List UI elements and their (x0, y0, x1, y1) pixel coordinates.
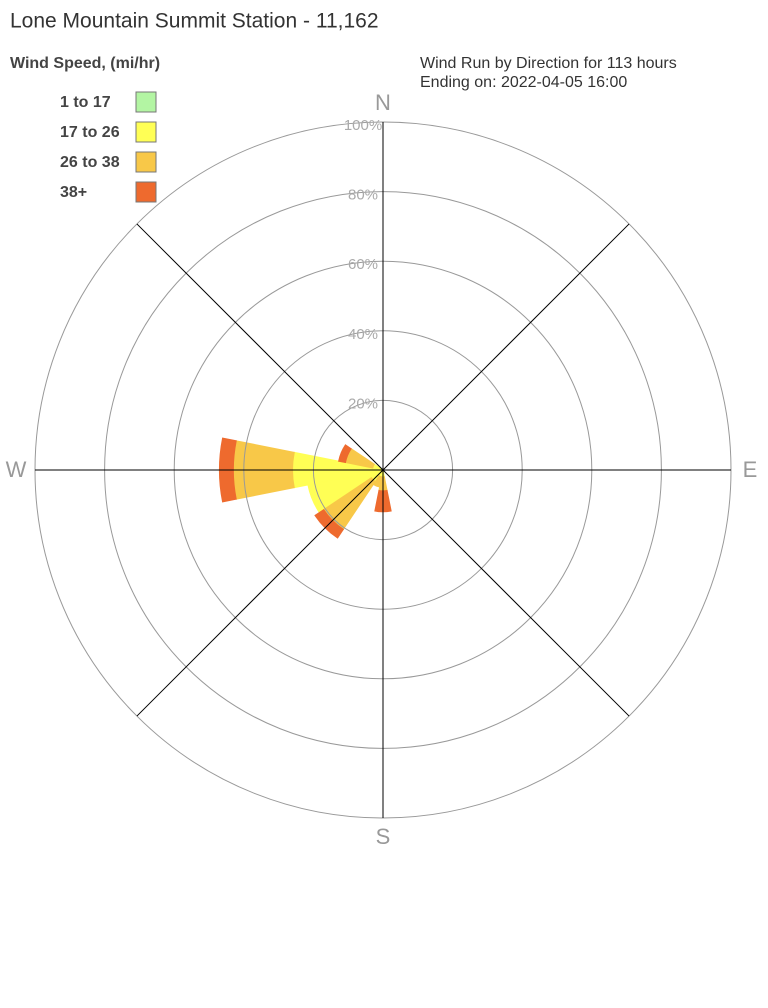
subtitle: Wind Run by Direction for 113 hours (420, 55, 677, 72)
legend-title: Wind Speed, (mi/hr) (10, 55, 160, 72)
legend-swatch (135, 121, 157, 143)
legend-swatch (135, 181, 157, 203)
r-tick-label: 20% (348, 395, 378, 412)
r-tick-label: 60% (348, 256, 378, 273)
spoke (136, 469, 384, 717)
legend-label: 38+ (60, 184, 87, 201)
spoke (136, 223, 384, 471)
r-tick-label: 40% (348, 326, 378, 343)
legend-label: 17 to 26 (60, 124, 120, 141)
r-tick-label: 100% (344, 117, 382, 134)
direction-label: W (6, 457, 27, 482)
legend-swatch (135, 151, 157, 173)
direction-label: E (743, 457, 758, 482)
r-tick-label: 80% (348, 187, 378, 204)
direction-label: S (376, 824, 391, 849)
legend-label: 1 to 17 (60, 94, 111, 111)
legend-swatch (135, 91, 157, 113)
subtitle: Ending on: 2022-04-05 16:00 (420, 74, 627, 91)
wind-sector (338, 444, 352, 464)
legend-label: 26 to 38 (60, 154, 120, 171)
chart-title: Lone Mountain Summit Station - 11,162 (10, 10, 379, 33)
spoke (382, 469, 630, 717)
direction-label: N (375, 90, 391, 115)
spoke (382, 223, 630, 471)
